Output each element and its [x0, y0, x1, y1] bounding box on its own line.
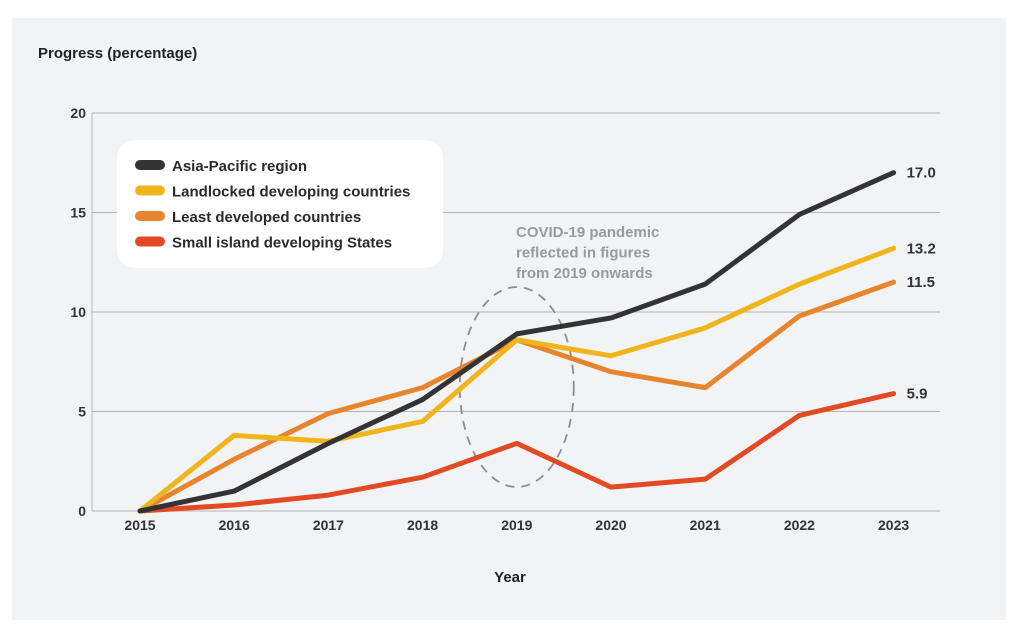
- chart-panel: [12, 18, 1006, 620]
- y-tick-label: 20: [70, 105, 86, 121]
- x-tick-label: 2019: [501, 517, 532, 533]
- end-value-label: 11.5: [907, 274, 935, 291]
- x-tick-label: 2015: [124, 517, 155, 533]
- x-tick-label: 2017: [313, 517, 344, 533]
- x-tick-label: 2020: [595, 517, 626, 533]
- series-line-0: [137, 170, 897, 514]
- legend-box: [117, 140, 443, 268]
- y-tick-label: 5: [78, 404, 86, 420]
- x-tick-label: 2021: [690, 517, 721, 533]
- y-tick-label: 0: [78, 503, 86, 519]
- end-value-label: 13.2: [907, 240, 936, 257]
- annotation-text: reflected in figures: [516, 245, 650, 262]
- x-tick-label: 2022: [784, 517, 815, 533]
- end-value-label: 5.9: [907, 386, 928, 403]
- series-line-2: [137, 279, 897, 514]
- x-tick-label: 2016: [219, 517, 250, 533]
- legend-label: Landlocked developing countries: [172, 184, 410, 201]
- y-tick-label: 10: [70, 304, 86, 320]
- annotation-text: from 2019 onwards: [516, 265, 653, 282]
- covid-highlight-ellipse: [458, 286, 575, 488]
- y-axis-title: Progress (percentage): [38, 45, 197, 62]
- series-line-1: [137, 245, 897, 514]
- legend-label: Asia-Pacific region: [172, 158, 307, 175]
- x-tick-label: 2023: [878, 517, 909, 533]
- x-tick-label: 2018: [407, 517, 438, 533]
- end-value-label: 17.0: [907, 165, 936, 182]
- x-axis-title: Year: [494, 569, 526, 586]
- legend-label: Least developed countries: [172, 209, 361, 226]
- y-tick-label: 15: [70, 205, 86, 221]
- series-line-3: [137, 391, 897, 514]
- legend-label: Small island developing States: [172, 235, 392, 252]
- annotation-text: COVID-19 pandemic: [516, 224, 659, 241]
